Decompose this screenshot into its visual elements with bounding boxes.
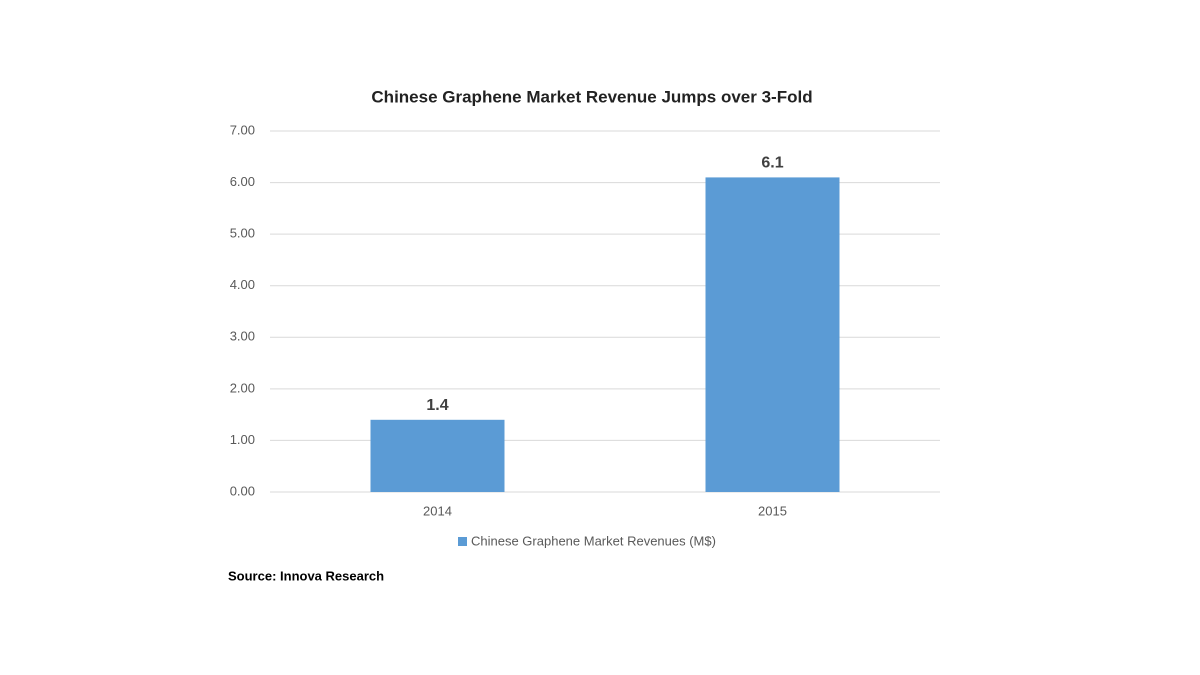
legend-label: Chinese Graphene Market Revenues (M$)	[471, 533, 716, 548]
chart-title: Chinese Graphene Market Revenue Jumps ov…	[371, 87, 812, 106]
y-tick-label: 3.00	[230, 329, 255, 344]
y-tick-label: 4.00	[230, 277, 255, 292]
bar	[370, 419, 505, 492]
x-tick-label: 2015	[758, 503, 787, 518]
legend-swatch	[458, 537, 467, 546]
data-label: 6.1	[761, 155, 783, 172]
y-tick-label: 1.00	[230, 432, 255, 447]
y-tick-label: 5.00	[230, 226, 255, 241]
y-tick-label: 0.00	[230, 483, 255, 498]
y-tick-label: 7.00	[230, 122, 255, 137]
y-tick-label: 2.00	[230, 380, 255, 395]
y-tick-label: 6.00	[230, 174, 255, 189]
source-note: Source: Innova Research	[228, 568, 384, 583]
data-label: 1.4	[426, 397, 448, 414]
bar	[705, 177, 840, 492]
x-tick-label: 2014	[423, 503, 452, 518]
